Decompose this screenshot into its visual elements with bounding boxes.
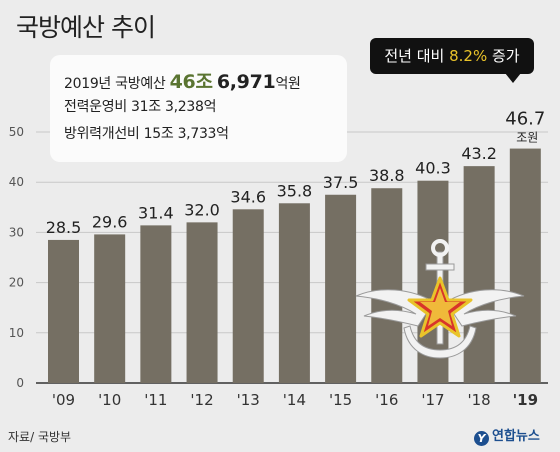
logo-text: 연합뉴스 [492, 429, 540, 444]
x-tick-label: '10 [98, 391, 121, 409]
y-tick-label: 10 [9, 326, 24, 340]
data-label: 37.5 [323, 173, 359, 192]
increase-callout: 전년 대비 8.2% 증가 [370, 38, 534, 74]
callout-suffix: 증가 [487, 47, 520, 65]
bar [48, 239, 79, 383]
x-tick-label: '11 [144, 391, 167, 409]
x-tick-label: '18 [468, 391, 491, 409]
total-budget-label: 2019년 국방예산 [64, 76, 170, 92]
operating-cost-line: 전력운영비 31조 3,238억 [64, 99, 217, 115]
unit-label: 조원 [516, 131, 538, 145]
data-label: 28.5 [46, 218, 82, 237]
logo-mark-icon: Y [474, 431, 489, 446]
data-label: 31.4 [138, 203, 174, 222]
total-budget-eok: 6,971 [216, 71, 276, 93]
total-budget-unit: 억원 [275, 76, 301, 92]
bar [325, 194, 357, 383]
bar [509, 148, 541, 383]
data-label: 40.3 [415, 159, 451, 178]
data-label: 35.8 [277, 181, 313, 200]
data-label: 29.6 [92, 212, 128, 231]
x-tick-label: '17 [421, 391, 444, 409]
data-label: 43.2 [461, 144, 497, 163]
data-label: 46.7 [505, 109, 545, 130]
x-tick-label: '15 [329, 391, 352, 409]
callout-value: 8.2% [449, 47, 488, 65]
bar [232, 209, 264, 383]
y-tick-label: 40 [9, 175, 24, 189]
improvement-cost-line: 방위력개선비 15조 3,733억 [64, 126, 229, 142]
y-tick-label: 30 [9, 225, 24, 239]
total-budget-jo: 46조 [169, 71, 213, 93]
budget-info-box: 2019년 국방예산 46조 6,971억원 전력운영비 31조 3,238억 … [50, 55, 347, 162]
korean-defense-emblem-icon [355, 239, 525, 359]
callout-pointer [505, 73, 521, 83]
y-tick-label: 20 [9, 276, 24, 290]
x-tick-label: '13 [237, 391, 260, 409]
bar [371, 188, 403, 383]
total-budget-line: 2019년 국방예산 46조 6,971억원 [64, 67, 301, 94]
bar [94, 234, 126, 383]
bar [463, 166, 495, 383]
x-tick-label: '12 [190, 391, 213, 409]
y-tick-label: 50 [9, 125, 24, 139]
bar [278, 203, 310, 383]
x-tick-label: '14 [283, 391, 306, 409]
y-tick-label: 0 [16, 376, 24, 390]
data-label: 34.6 [230, 187, 266, 206]
x-tick-label: '09 [52, 391, 75, 409]
yonhap-logo: Y 연합뉴스 [474, 425, 540, 446]
data-label: 38.8 [369, 166, 405, 185]
x-tick-label: '16 [375, 391, 398, 409]
page-title: 국방예산 추이 [16, 13, 156, 42]
bar [186, 222, 218, 383]
source-note: 자료/ 국방부 [8, 430, 72, 444]
callout-prefix: 전년 대비 [384, 47, 450, 65]
x-tick-label: '19 [513, 391, 538, 409]
data-label: 32.0 [184, 200, 220, 219]
bar [140, 225, 172, 383]
